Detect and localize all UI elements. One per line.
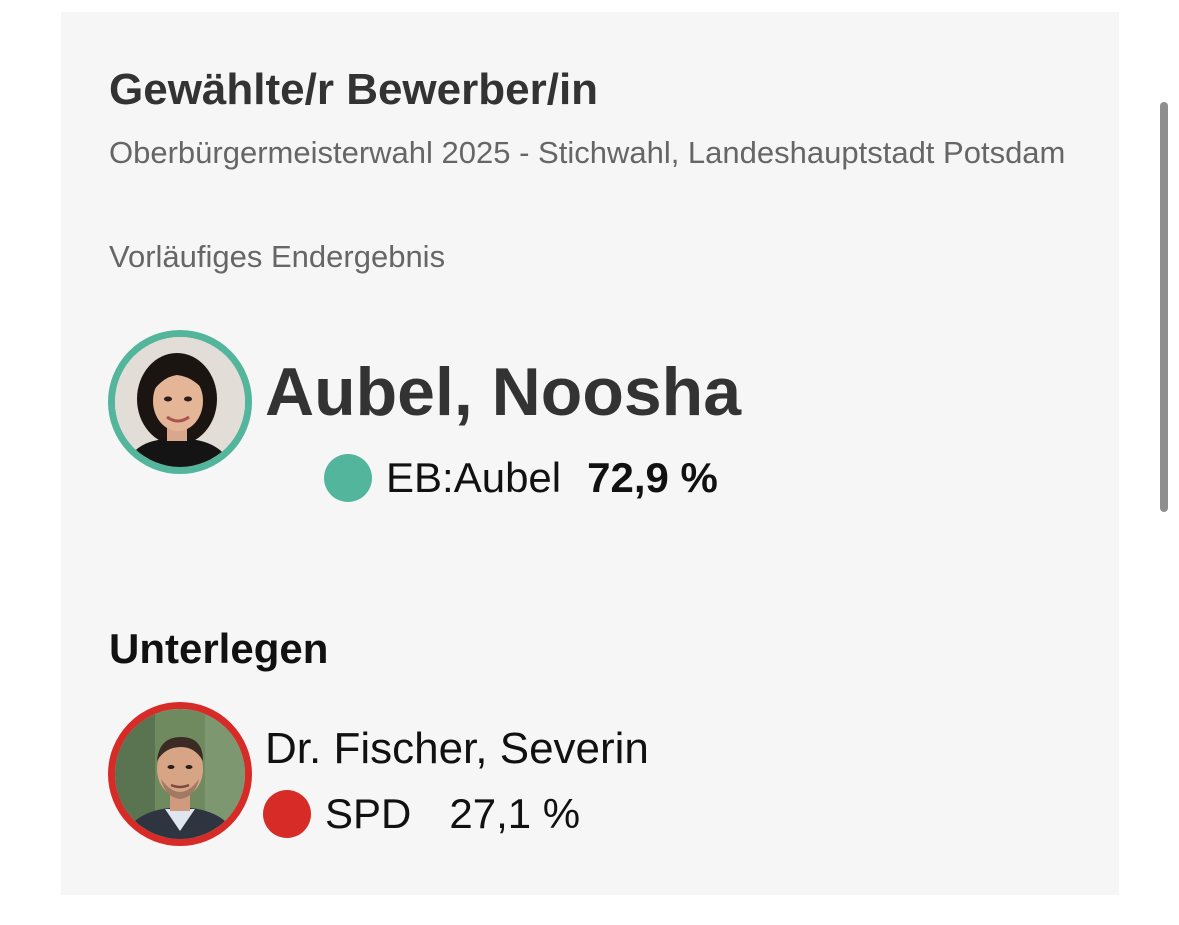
winner-name: Aubel, Noosha [265, 354, 742, 430]
result-status: Vorläufiges Endergebnis [109, 239, 446, 274]
vertical-scrollbar[interactable] [1160, 102, 1168, 512]
result-card: Gewählte/r Bewerber/in Oberbürgermeister… [61, 12, 1119, 895]
loser-avatar [108, 702, 252, 846]
loser-party-name: SPD [325, 790, 412, 837]
loser-party-line: SPD 27,1 % [263, 784, 580, 844]
loser-name: Dr. Fischer, Severin [265, 724, 649, 773]
portrait-woman-icon [115, 337, 245, 467]
card-title: Gewählte/r Bewerber/in [109, 65, 599, 114]
party-color-dot [263, 790, 311, 838]
winner-avatar [108, 330, 252, 474]
election-subtitle: Oberbürgermeisterwahl 2025 - Stichwahl, … [109, 135, 1066, 170]
winner-party-name: EB:Aubel [386, 454, 562, 501]
loser-percent: 27,1 % [449, 790, 581, 837]
loser-section-label: Unterlegen [109, 625, 329, 672]
party-color-dot [324, 454, 372, 502]
winner-percent: 72,9 % [587, 454, 718, 501]
portrait-man-icon [115, 709, 245, 839]
winner-party-line: EB:Aubel 72,9 % [324, 448, 718, 508]
